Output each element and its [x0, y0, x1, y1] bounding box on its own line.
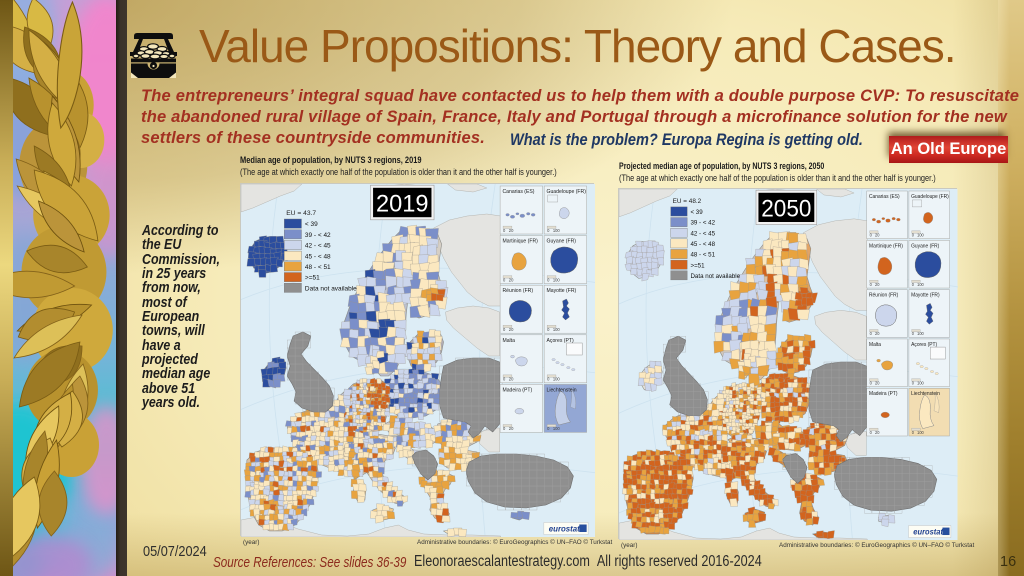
svg-text:Réunion (FR): Réunion (FR): [869, 292, 899, 298]
svg-text:0 20: 0 20: [870, 430, 881, 435]
svg-text:48 - < 51: 48 - < 51: [305, 264, 331, 271]
svg-text:0 100: 0 100: [912, 282, 925, 287]
svg-text:Mayotte (FR): Mayotte (FR): [547, 288, 577, 294]
svg-text:0 20: 0 20: [870, 282, 881, 287]
svg-text:0 20: 0 20: [870, 232, 881, 237]
svg-text:45 - < 48: 45 - < 48: [690, 241, 715, 248]
svg-text:>=51: >=51: [690, 262, 705, 269]
svg-text:0 20: 0 20: [503, 426, 514, 431]
svg-text:0 100: 0 100: [547, 327, 560, 332]
svg-text:39 - < 42: 39 - < 42: [690, 220, 715, 227]
svg-text:0 100: 0 100: [547, 377, 560, 382]
svg-text:0 100: 0 100: [547, 277, 560, 282]
svg-text:42 - < 45: 42 - < 45: [690, 230, 715, 237]
svg-text:Canarias (ES): Canarias (ES): [502, 189, 534, 195]
svg-text:0 100: 0 100: [547, 228, 560, 233]
svg-text:Data not available: Data not available: [305, 285, 357, 292]
svg-text:Guyane (FR): Guyane (FR): [547, 239, 577, 245]
svg-text:Guyane (FR): Guyane (FR): [911, 243, 939, 249]
svg-text:42 - < 45: 42 - < 45: [305, 243, 331, 250]
svg-text:Martinique (FR): Martinique (FR): [502, 239, 538, 245]
svg-text:EU = 48.2: EU = 48.2: [673, 198, 702, 205]
svg-text:Liechtenstein: Liechtenstein: [911, 391, 940, 397]
svg-text:0 20: 0 20: [870, 380, 881, 385]
svg-text:Açores (PT): Açores (PT): [547, 338, 574, 344]
svg-text:>=51: >=51: [305, 275, 320, 282]
svg-text:Malta: Malta: [502, 338, 515, 344]
svg-text:2050: 2050: [761, 195, 811, 222]
svg-text:Guadeloupe (FR): Guadeloupe (FR): [911, 194, 949, 200]
svg-text:< 39: < 39: [305, 221, 318, 228]
svg-text:Data not available: Data not available: [690, 273, 740, 280]
svg-text:Canarias (ES): Canarias (ES): [869, 194, 900, 200]
svg-text:2019: 2019: [376, 190, 429, 217]
svg-text:Madeira (PT): Madeira (PT): [502, 387, 532, 393]
svg-text:Malta: Malta: [869, 342, 881, 348]
svg-text:EU = 43.7: EU = 43.7: [286, 210, 316, 217]
svg-text:< 39: < 39: [690, 209, 703, 216]
svg-text:0 100: 0 100: [912, 331, 925, 336]
svg-text:39 - < 42: 39 - < 42: [305, 232, 331, 239]
svg-text:Açores (PT): Açores (PT): [911, 342, 937, 348]
svg-text:Guadeloupe (FR): Guadeloupe (FR): [547, 189, 587, 195]
svg-text:0 20: 0 20: [503, 377, 514, 382]
svg-text:48 - < 51: 48 - < 51: [690, 251, 715, 258]
svg-text:45 - < 48: 45 - < 48: [305, 253, 331, 260]
svg-text:0 100: 0 100: [912, 232, 925, 237]
svg-text:Mayotte (FR): Mayotte (FR): [911, 292, 940, 298]
svg-text:0 20: 0 20: [503, 228, 514, 233]
svg-text:0 20: 0 20: [870, 331, 881, 336]
svg-text:Martinique (FR): Martinique (FR): [869, 243, 903, 249]
svg-text:0 100: 0 100: [912, 380, 925, 385]
svg-text:Madeira (PT): Madeira (PT): [869, 391, 898, 397]
svg-text:0 100: 0 100: [912, 430, 925, 435]
svg-text:0 100: 0 100: [547, 426, 560, 431]
svg-text:0 20: 0 20: [503, 327, 514, 332]
svg-text:eurostat: eurostat: [913, 527, 943, 536]
svg-text:Liechtenstein: Liechtenstein: [547, 387, 577, 393]
svg-text:0 20: 0 20: [503, 277, 514, 282]
svg-text:eurostat: eurostat: [549, 524, 580, 533]
svg-text:Réunion (FR): Réunion (FR): [502, 288, 533, 294]
